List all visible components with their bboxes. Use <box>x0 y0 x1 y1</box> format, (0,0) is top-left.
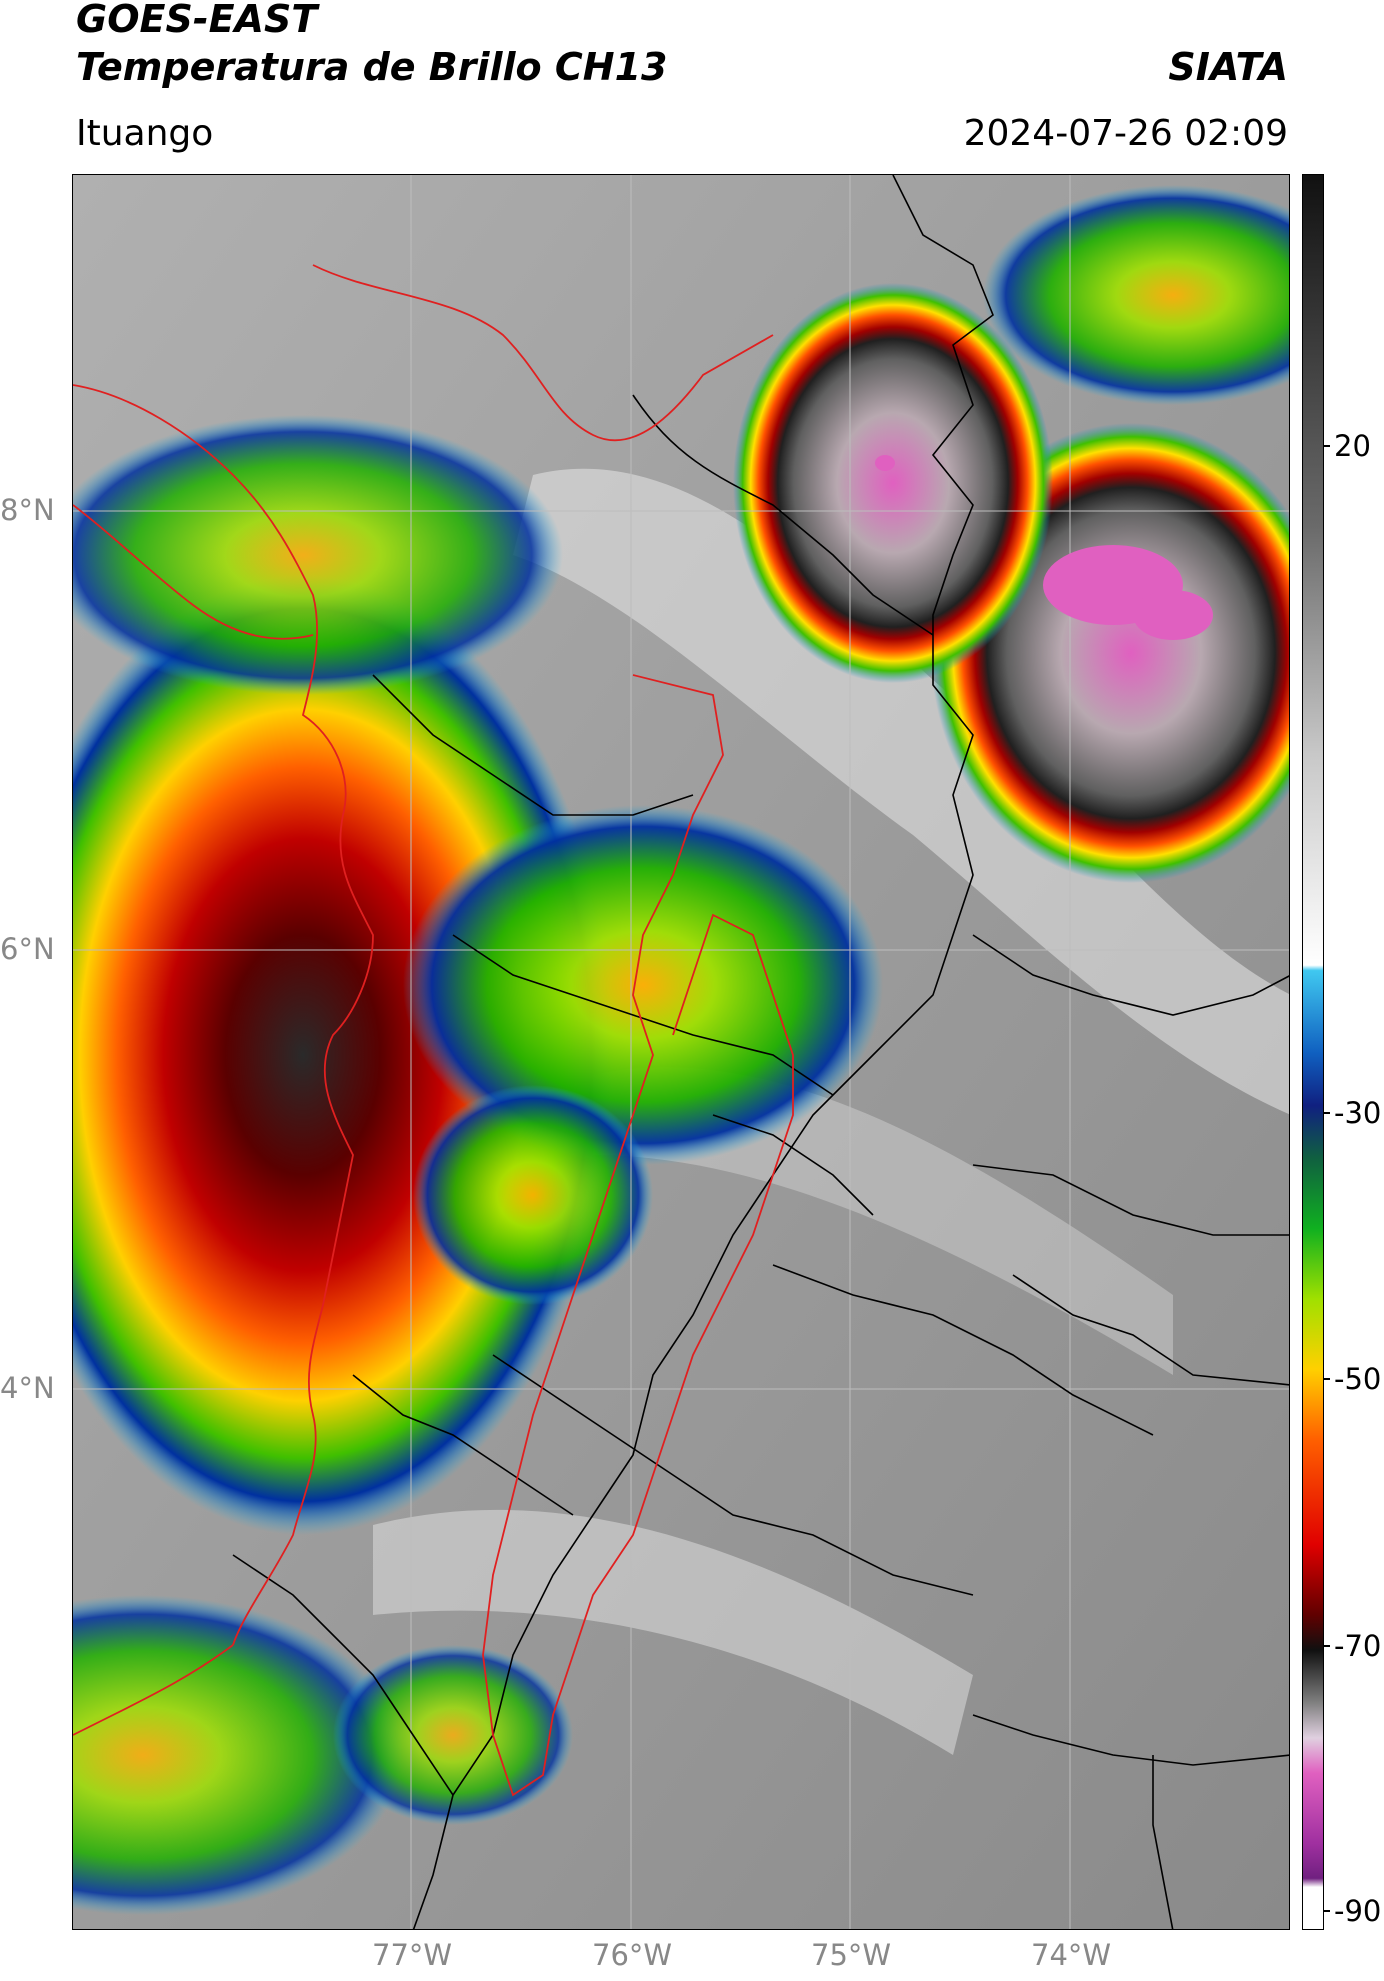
storm-cell-north <box>73 415 563 695</box>
location-label: Ituango <box>76 113 214 154</box>
colorbar-tick <box>1324 1645 1330 1647</box>
colorbar-tick-label: -70 <box>1334 1629 1382 1663</box>
satellite-title: GOES-EAST <box>76 0 318 41</box>
colorbar-tick <box>1324 1910 1330 1912</box>
storm-cell-south <box>413 1085 653 1305</box>
colorbar-tick-label: 20 <box>1334 429 1371 463</box>
lat-label-4n: 4°N <box>0 1371 55 1405</box>
lon-label-75w: 75°W <box>811 1938 892 1972</box>
colorbar-tick-label: -90 <box>1334 1894 1382 1928</box>
storm-cell-far-northeast <box>983 185 1289 405</box>
lon-label-76w: 76°W <box>592 1938 673 1972</box>
lat-label-8n: 8°N <box>0 493 55 527</box>
colorbar-tick-label: -30 <box>1334 1096 1382 1130</box>
cloud-streak <box>513 468 1289 1115</box>
colorbar-gradient <box>1303 175 1323 1929</box>
storm-cell-mid-north <box>733 283 1053 683</box>
graticule <box>73 175 1289 1929</box>
colorbar-tick <box>1324 1112 1330 1114</box>
cloud-streak <box>373 1509 973 1755</box>
colorbar <box>1302 174 1324 1930</box>
national-borders <box>232 175 1289 1929</box>
lat-label-6n: 6°N <box>0 932 55 966</box>
colorbar-tick <box>1324 445 1330 447</box>
lon-label-77w: 77°W <box>372 1938 453 1972</box>
org-label: SIATA <box>1168 45 1288 89</box>
coldest-tops <box>875 455 1213 640</box>
storm-cell-center <box>403 805 883 1165</box>
colorbar-tick <box>1324 1378 1330 1380</box>
storm-cell-south-small <box>333 1645 573 1825</box>
map-canvas <box>73 175 1289 1929</box>
satellite-map <box>72 174 1290 1930</box>
colorbar-tick-label: -50 <box>1334 1362 1382 1396</box>
lon-label-74w: 74°W <box>1031 1938 1112 1972</box>
storm-cell-west <box>73 575 613 1535</box>
storm-cell-southwest <box>73 1595 403 1915</box>
department-borders <box>73 264 794 1797</box>
product-title: Temperatura de Brillo CH13 <box>76 45 668 89</box>
datetime-label: 2024-07-26 02:09 <box>963 113 1288 154</box>
